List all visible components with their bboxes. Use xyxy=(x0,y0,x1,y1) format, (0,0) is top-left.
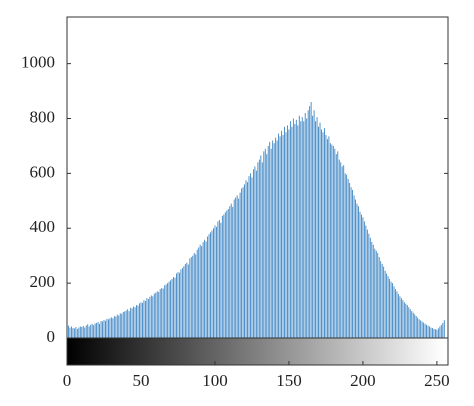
x-tick-label: 0 xyxy=(63,371,72,390)
x-tick-label: 250 xyxy=(424,371,450,390)
y-tick-label: 200 xyxy=(30,272,56,291)
x-tick-label: 100 xyxy=(202,371,228,390)
y-tick-label: 400 xyxy=(30,217,56,236)
y-tick-label: 1000 xyxy=(21,53,55,72)
y-tick-label: 0 xyxy=(47,327,56,346)
bars xyxy=(66,102,445,338)
y-tick-label: 600 xyxy=(30,162,56,181)
x-tick-label: 150 xyxy=(276,371,302,390)
x-tick-label: 50 xyxy=(132,371,149,390)
gray-scale-bar xyxy=(66,337,449,366)
x-tick-label: 200 xyxy=(350,371,376,390)
y-tick-label: 800 xyxy=(30,107,56,126)
